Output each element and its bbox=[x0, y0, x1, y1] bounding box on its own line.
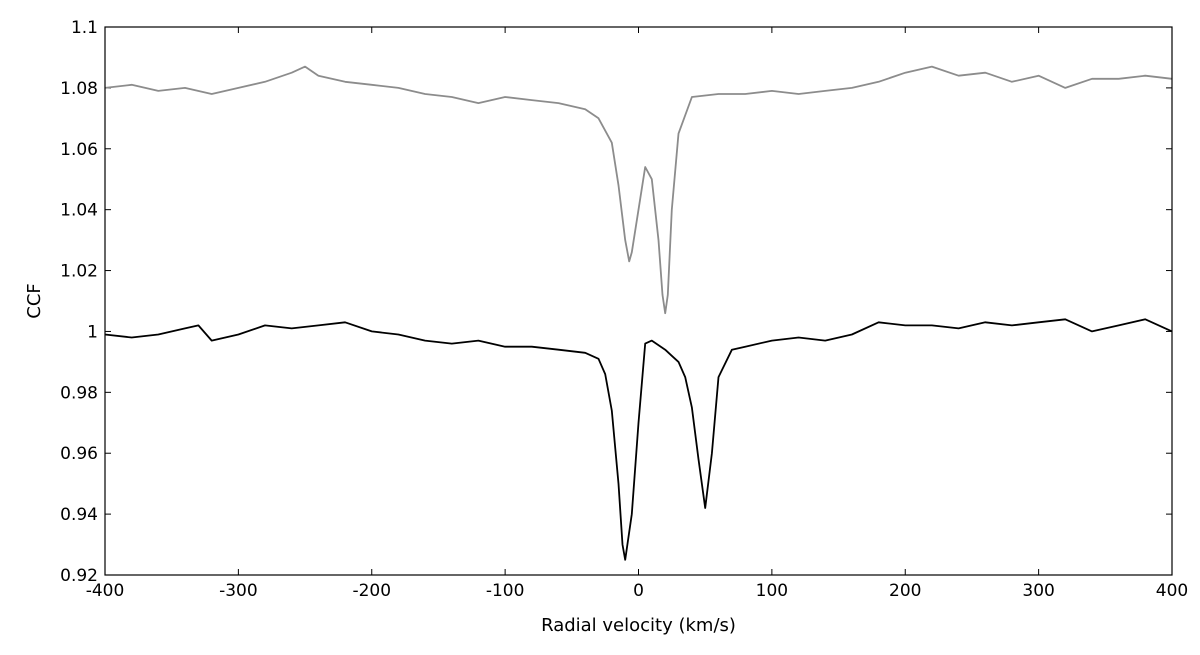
ticks-layer: -400 -300 -200 -100 0 100 200 300 400 0.92 0.94 0.9… bbox=[60, 18, 1188, 601]
y-tick-label: 0.96 bbox=[60, 444, 98, 464]
y-tick-label: 1 bbox=[87, 322, 98, 342]
y-axis-title: CCF bbox=[24, 283, 45, 319]
y-tick-label: 0.92 bbox=[60, 566, 98, 586]
x-axis-title: Radial velocity (km/s) bbox=[541, 615, 736, 636]
y-tick-label: 1.1 bbox=[71, 18, 98, 38]
y-tick-label: 1.06 bbox=[60, 140, 98, 160]
plot-frame bbox=[104, 26, 1173, 576]
upper-ccf-series-line bbox=[104, 65, 1173, 315]
y-tick-label: 1.02 bbox=[60, 262, 98, 282]
x-tick-label: 300 bbox=[1022, 581, 1054, 601]
x-tick-label: -300 bbox=[219, 581, 258, 601]
x-tick-label: -100 bbox=[486, 581, 525, 601]
lower-ccf-series-line bbox=[104, 318, 1173, 561]
x-tick-label: -400 bbox=[86, 581, 125, 601]
series-layer bbox=[104, 65, 1173, 561]
x-tick-label: 100 bbox=[756, 581, 788, 601]
y-tick-label: 0.94 bbox=[60, 505, 98, 525]
x-tick-label: -200 bbox=[352, 581, 391, 601]
x-tick-label: 0 bbox=[633, 581, 644, 601]
y-tick-label: 0.98 bbox=[60, 383, 98, 403]
y-tick-label: 1.08 bbox=[60, 79, 98, 99]
y-tick-label: 1.04 bbox=[60, 201, 98, 221]
x-tick-label: 200 bbox=[889, 581, 921, 601]
x-tick-label: 400 bbox=[1156, 581, 1188, 601]
